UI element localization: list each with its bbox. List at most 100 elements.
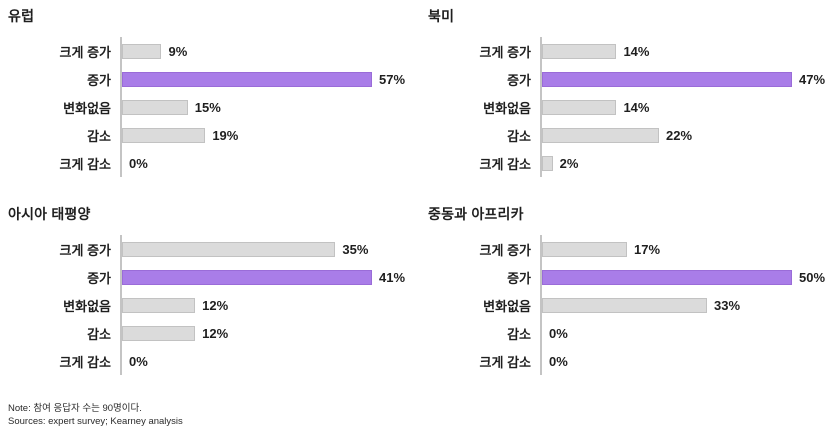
bar-row: 변화없음 14% [428,93,827,121]
category-label: 크게 증가 [59,242,111,258]
bar-track: 47% [540,65,827,93]
footer-note: Note: 참여 응답자 수는 90명이다. [8,403,142,414]
category-label: 크게 감소 [479,156,531,172]
bar-row: 증가 47% [428,65,827,93]
bar-row: 감소 0% [428,319,827,347]
bar [542,99,617,115]
bar-row: 크게 증가 35% [8,235,420,263]
footer: Note: 참여 응답자 수는 90명이다. Sources: expert s… [8,402,827,428]
highlight-bar [542,269,792,285]
bar-row: 크게 증가 14% [428,37,827,65]
bar-track: 35% [120,235,420,263]
chart-rows: 크게 증가 9% 증가 57% 변화없음 15% 감소 19% 크게 감소 0% [8,37,420,177]
category-label: 감소 [507,128,531,144]
bar-row: 증가 57% [8,65,420,93]
value-label: 33% [714,297,741,313]
category-label: 크게 감소 [479,354,531,370]
value-label: 0% [549,353,568,369]
value-label: 41% [379,269,406,285]
bar-row: 증가 50% [428,263,827,291]
bar-track: 0% [120,149,420,177]
value-label: 12% [202,297,229,313]
highlight-bar [542,71,792,87]
value-label: 17% [634,241,661,257]
category-label: 감소 [507,326,531,342]
bar [122,241,336,257]
category-label: 변화없음 [483,298,531,314]
bar-track: 57% [120,65,420,93]
bar-row: 증가 41% [8,263,420,291]
chart-title: 아시아 태평양 [8,206,91,222]
region-chart-middle-east-africa: 중동과 아프리카 크게 증가 17% 증가 50% 변화없음 33% 감소 0% 크게 감소 0% [428,204,827,375]
category-label: 증가 [87,72,111,88]
bar [542,297,707,313]
bar-track: 12% [120,319,420,347]
bar-track: 17% [540,235,827,263]
chart-title: 북미 [428,8,455,24]
bar-row: 변화없음 33% [428,291,827,319]
footer-sources: Sources: expert survey; Kearney analysis [8,416,183,427]
bar [542,155,553,171]
bar-row: 크게 증가 17% [428,235,827,263]
category-label: 크게 증가 [479,44,531,60]
bar-track: 14% [540,93,827,121]
bar-row: 크게 감소 2% [428,149,827,177]
value-label: 14% [623,99,650,115]
value-label: 12% [202,325,229,341]
bar-row: 변화없음 12% [8,291,420,319]
bar-track: 14% [540,37,827,65]
category-label: 변화없음 [483,100,531,116]
bar-track: 15% [120,93,420,121]
category-label: 감소 [87,128,111,144]
bar-track: 0% [540,319,827,347]
category-label: 변화없음 [63,100,111,116]
category-label: 증가 [507,72,531,88]
category-label: 크게 증가 [479,242,531,258]
category-label: 감소 [87,326,111,342]
category-label: 증가 [507,270,531,286]
value-label: 22% [666,127,693,143]
value-label: 14% [623,43,650,59]
value-label: 15% [194,99,221,115]
category-label: 크게 감소 [59,354,111,370]
bar-track: 2% [540,149,827,177]
bar [122,127,206,143]
bar-row: 감소 19% [8,121,420,149]
bar-track: 0% [120,347,420,375]
value-label: 2% [559,155,579,171]
bar-track: 0% [540,347,827,375]
region-chart-europe: 유럽 크게 증가 9% 증가 57% 변화없음 15% 감소 19% 크게 감소 0% [8,6,420,177]
bar-track: 19% [120,121,420,149]
bar-track: 50% [540,263,827,291]
category-label: 증가 [87,270,111,286]
bar-row: 변화없음 15% [8,93,420,121]
value-label: 0% [549,325,568,341]
charts-grid: 유럽 크게 증가 9% 증가 57% 변화없음 15% 감소 19% 크게 감소 0% 북미 크게… [8,6,827,375]
value-label: 0% [129,353,148,369]
bar-row: 크게 감소 0% [428,347,827,375]
bar [122,325,196,341]
region-chart-asia-pacific: 아시아 태평양 크게 증가 35% 증가 41% 변화없음 12% 감소 12% 크게 감소 0% [8,204,420,375]
bar-track: 22% [540,121,827,149]
bar-row: 감소 12% [8,319,420,347]
bar [542,127,660,143]
bar-track: 9% [120,37,420,65]
bar [122,99,188,115]
bar [122,43,162,59]
chart-title: 유럽 [8,8,35,24]
value-label: 47% [799,71,826,87]
highlight-bar [122,269,372,285]
value-label: 19% [212,127,239,143]
value-label: 50% [799,269,826,285]
bar-row: 크게 감소 0% [8,149,420,177]
bar-row: 크게 감소 0% [8,347,420,375]
category-label: 크게 증가 [59,44,111,60]
bar-row: 크게 증가 9% [8,37,420,65]
bar-track: 41% [120,263,420,291]
bar [122,297,196,313]
category-label: 변화없음 [63,298,111,314]
value-label: 9% [168,43,188,59]
bar-track: 33% [540,291,827,319]
chart-rows: 크게 증가 17% 증가 50% 변화없음 33% 감소 0% 크게 감소 0% [428,235,827,375]
